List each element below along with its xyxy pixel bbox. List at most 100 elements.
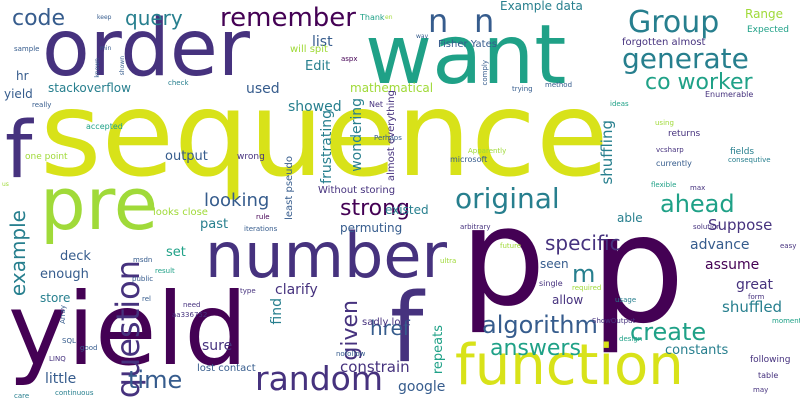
word: single xyxy=(539,279,563,288)
word: hr xyxy=(16,69,29,83)
word: algorithm xyxy=(482,311,598,339)
word: check xyxy=(168,79,189,87)
word: co worker xyxy=(645,70,753,95)
word: microsoft xyxy=(450,155,488,164)
word: generate xyxy=(622,42,749,75)
word: able xyxy=(617,211,643,225)
word: design xyxy=(619,335,643,343)
word: stackoverflow xyxy=(48,81,131,95)
word: example xyxy=(6,210,30,297)
word: form xyxy=(748,293,765,301)
word: currently xyxy=(656,159,692,168)
word: accepted xyxy=(86,122,123,131)
word: repeats xyxy=(431,325,446,375)
word: seen xyxy=(540,257,569,271)
word: future xyxy=(500,242,522,250)
word: looking xyxy=(204,190,270,211)
word: way xyxy=(416,33,429,40)
word: store xyxy=(40,291,71,305)
word: trying xyxy=(512,85,533,93)
word: LINQ xyxy=(49,355,66,363)
word: number xyxy=(205,219,447,292)
word: type xyxy=(240,287,256,295)
word: f xyxy=(5,106,33,196)
word: list xyxy=(312,34,333,50)
word: returns xyxy=(668,129,701,139)
word: table xyxy=(758,371,779,380)
word: easy xyxy=(780,242,797,250)
word: answers xyxy=(490,336,581,361)
word: msdn xyxy=(133,256,153,264)
word: Edit xyxy=(305,59,331,74)
word: care xyxy=(14,392,30,400)
word: google xyxy=(398,379,446,395)
word: consequtive xyxy=(728,156,771,164)
word: find xyxy=(269,298,285,325)
word: least pseudo xyxy=(284,156,295,220)
word: result xyxy=(155,267,175,275)
word: random xyxy=(255,359,383,398)
word: ultra xyxy=(440,257,457,265)
word: constrain xyxy=(340,358,410,376)
word: aspx xyxy=(341,55,358,63)
word: m xyxy=(572,260,596,288)
word: want xyxy=(365,8,567,103)
word: wondering xyxy=(349,98,365,172)
word: original xyxy=(455,182,560,215)
word: Example data xyxy=(500,0,583,13)
word: ideas xyxy=(610,100,629,108)
word: moment xyxy=(772,317,800,325)
word: SQL xyxy=(62,337,76,345)
word: known xyxy=(94,58,101,78)
word: constants xyxy=(665,343,729,358)
word: aa336752 xyxy=(172,311,208,319)
word: Expected xyxy=(747,25,789,35)
word: really xyxy=(32,101,52,109)
word: good xyxy=(80,344,98,352)
word: shuffled xyxy=(722,298,783,316)
word: Net xyxy=(369,100,384,109)
word: assume xyxy=(705,257,760,273)
word: Range xyxy=(745,7,784,21)
word: sure xyxy=(202,338,233,354)
word: us xyxy=(2,181,9,188)
word: existed xyxy=(385,203,429,217)
word: shuffling xyxy=(598,120,616,185)
word: strong xyxy=(340,196,411,221)
word: vcsharp xyxy=(656,146,684,154)
word: sadly lost xyxy=(362,317,410,328)
word: shown xyxy=(119,56,126,76)
word: Fisher Yates xyxy=(438,39,497,50)
word: looks close xyxy=(153,207,208,218)
word: enough xyxy=(40,267,89,282)
word: lost contact xyxy=(197,363,256,374)
word: one point xyxy=(25,152,68,162)
word: continuous xyxy=(55,389,94,397)
word: arbitrary xyxy=(460,223,491,231)
word: nofollow xyxy=(336,350,366,358)
word: allow xyxy=(552,293,584,307)
word: min xyxy=(100,45,112,52)
word: forgotten almost xyxy=(622,37,706,48)
word: sequence xyxy=(40,65,609,203)
word: will spit xyxy=(290,44,328,55)
word: required xyxy=(572,284,602,292)
word: method xyxy=(545,81,573,89)
word: iterations xyxy=(244,225,278,233)
word: yield xyxy=(4,87,33,101)
word: max xyxy=(690,184,706,192)
word: en xyxy=(385,14,393,21)
word: set xyxy=(166,245,186,260)
word: Array xyxy=(59,305,67,324)
word: Without storing xyxy=(318,185,396,196)
word: yield xyxy=(8,271,248,388)
word: public xyxy=(132,275,154,283)
word: specific xyxy=(545,231,621,255)
word: function xyxy=(455,333,684,398)
word: rule xyxy=(256,213,270,221)
word: permuting xyxy=(340,221,403,235)
word: great xyxy=(736,277,774,293)
word: href xyxy=(370,316,410,340)
word: used xyxy=(246,81,280,97)
